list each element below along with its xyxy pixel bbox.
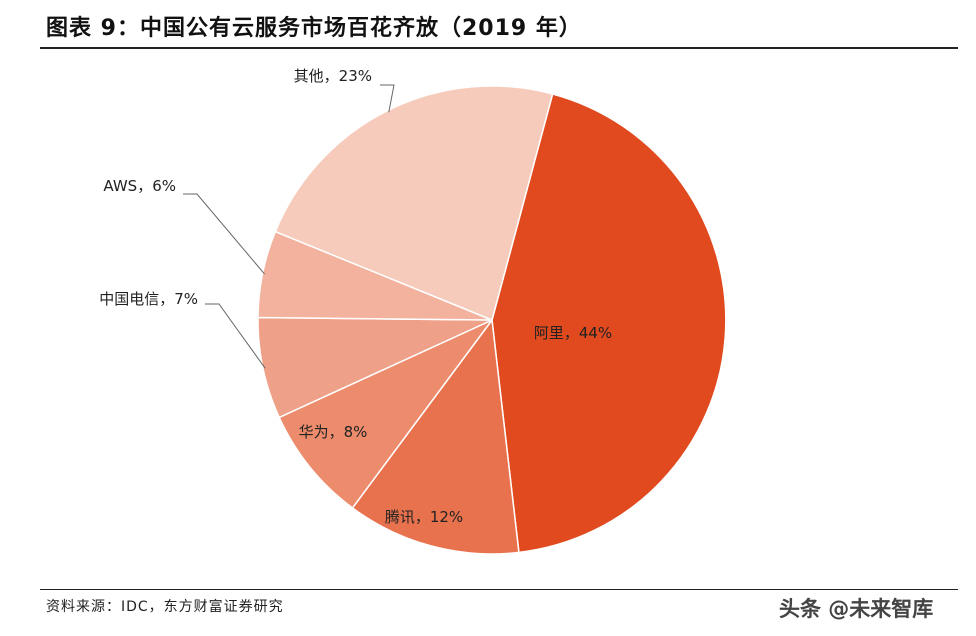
leader-line [183,193,265,275]
leader-line [205,303,266,369]
pie-slice [257,316,493,419]
watermark: 头条 @未来智库 [779,597,934,621]
chart-title: 图表 9：中国公有云服务市场百花齐放（2019 年） [46,16,582,41]
slice-label: 阿里，44% [534,324,612,342]
pie-slice [491,93,727,554]
slice-label: 中国电信，7% [99,290,198,308]
footer-divider [40,589,958,590]
title-divider [40,47,958,49]
slice-label: AWS，6% [103,177,176,195]
leader-line [380,84,395,113]
slice-label: 腾讯，12% [385,508,463,526]
slice-label: 其他，23% [294,67,372,85]
pie-slice [274,85,554,322]
pie-slice [351,318,520,555]
slice-label: 华为，8% [299,423,368,441]
source-note: 资料来源：IDC，东方财富证券研究 [46,599,284,615]
pie-slice [278,319,493,509]
